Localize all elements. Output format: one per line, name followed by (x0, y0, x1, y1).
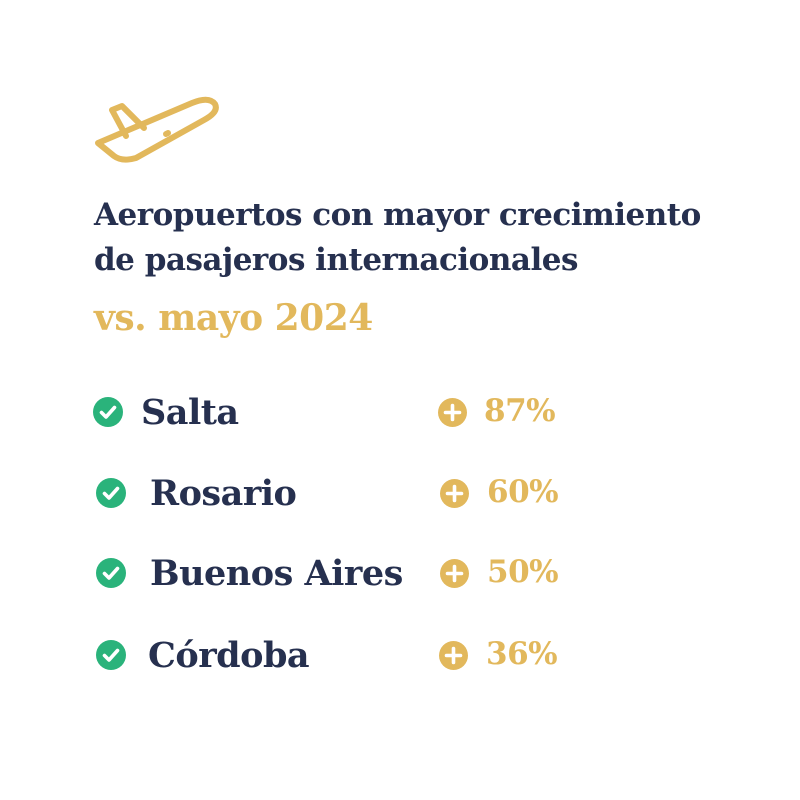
airport-name: Salta (141, 392, 239, 433)
plus-circle-icon (439, 641, 468, 670)
page-subtitle: vs. mayo 2024 (94, 297, 373, 339)
list-item: Rosario 60% (0, 472, 800, 520)
check-circle-icon (96, 478, 126, 508)
page-title: Aeropuertos con mayor crecimiento de pas… (94, 193, 784, 283)
growth-percentage: 87% (484, 393, 556, 429)
list-item: Buenos Aires 50% (0, 552, 800, 600)
growth-percentage: 60% (487, 474, 559, 510)
growth-percentage: 50% (487, 554, 559, 590)
airport-name: Córdoba (148, 635, 310, 676)
growth-percentage: 36% (486, 636, 558, 672)
title-line-2: de pasajeros internacionales (94, 242, 578, 278)
check-circle-icon (96, 558, 126, 588)
title-line-1: Aeropuertos con mayor crecimiento (94, 197, 701, 233)
airport-name: Rosario (150, 473, 297, 514)
airplane-takeoff-icon (95, 96, 219, 163)
list-item: Córdoba 36% (0, 634, 800, 682)
plus-circle-icon (438, 398, 467, 427)
airport-name: Buenos Aires (150, 553, 403, 594)
list-item: Salta 87% (0, 391, 800, 439)
check-circle-icon (96, 640, 126, 670)
plus-circle-icon (440, 559, 469, 588)
check-circle-icon (93, 397, 123, 427)
plus-circle-icon (440, 479, 469, 508)
